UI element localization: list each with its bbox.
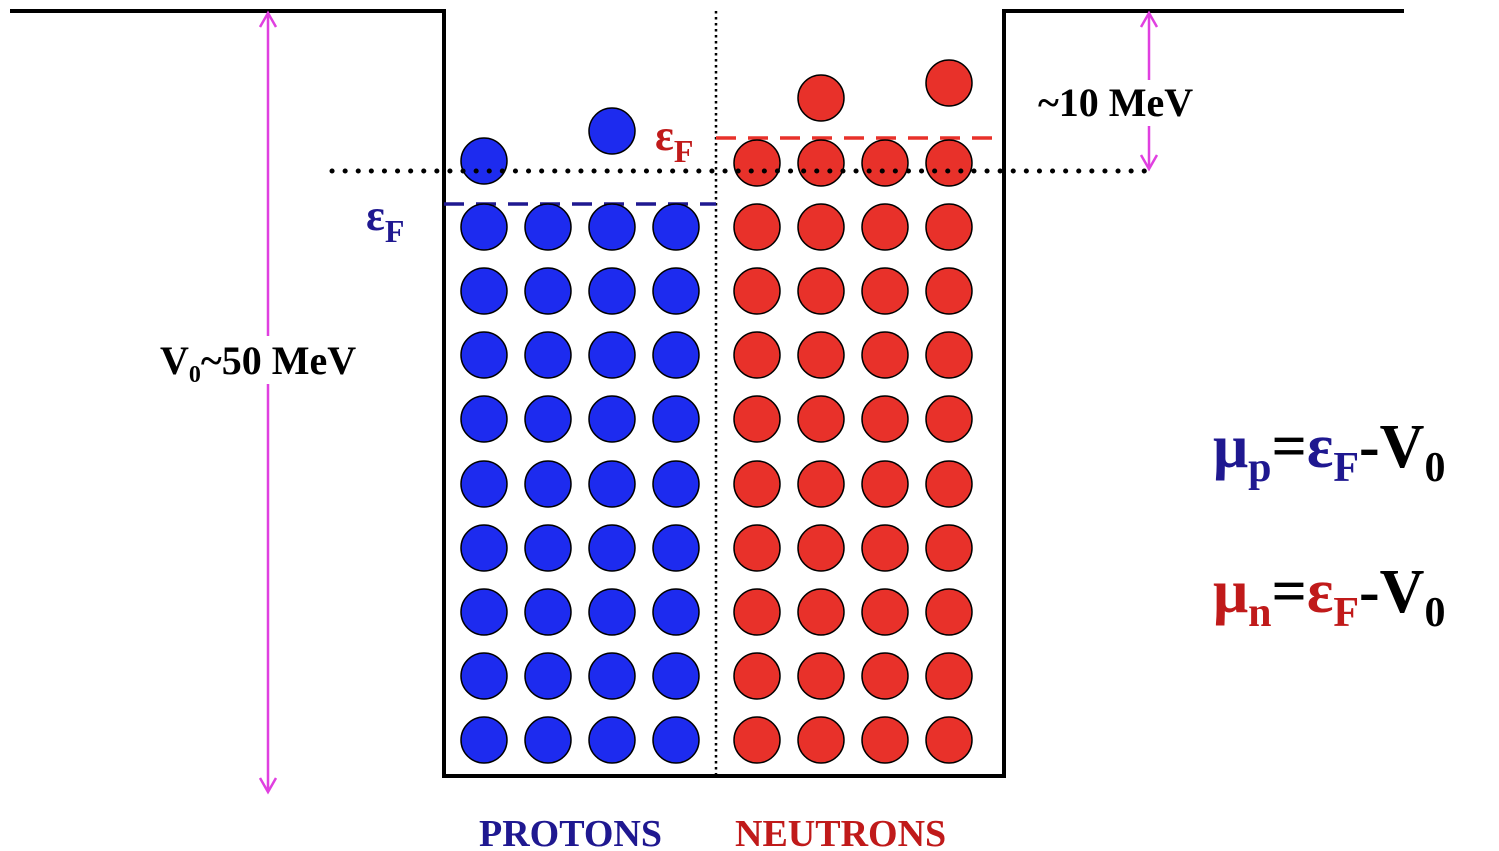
neutron-particle [925, 716, 973, 764]
proton-particle [524, 652, 572, 700]
proton-particle [652, 588, 700, 636]
proton-particles [460, 107, 700, 764]
proton-particle [652, 395, 700, 443]
neutron-particle [861, 588, 909, 636]
neutron-particle [861, 524, 909, 572]
potential-well-outline [10, 9, 1404, 778]
proton-particle [460, 395, 508, 443]
proton-particle [524, 395, 572, 443]
proton-particle [588, 652, 636, 700]
neutron-chemical-potential-equation: μn=εF-V0 [1213, 558, 1445, 636]
neutron-particle [797, 139, 845, 187]
neutron-particle [861, 652, 909, 700]
neutron-particle [733, 203, 781, 251]
neutrons-label: NEUTRONS [735, 813, 946, 851]
neutron-particle [733, 716, 781, 764]
proton-particle [460, 267, 508, 315]
proton-particle [460, 652, 508, 700]
proton-chemical-potential-equation: μp=εF-V0 [1213, 413, 1445, 491]
proton-particle [588, 267, 636, 315]
neutron-particles [733, 59, 973, 764]
proton-particle [588, 716, 636, 764]
neutron-particle [861, 460, 909, 508]
neutron-particle [861, 716, 909, 764]
neutron-particle [733, 588, 781, 636]
proton-particle [460, 588, 508, 636]
protons-label: PROTONS [479, 813, 662, 851]
neutron-particle [797, 331, 845, 379]
neutron-particle [733, 652, 781, 700]
neutron-particle [797, 267, 845, 315]
proton-fermi-label: εF [366, 191, 404, 249]
neutron-fermi-label: εF [655, 111, 693, 169]
proton-particle [460, 716, 508, 764]
proton-particle [588, 588, 636, 636]
neutron-particle [861, 395, 909, 443]
neutron-particle [925, 203, 973, 251]
neutron-particle [797, 652, 845, 700]
neutron-particle [925, 331, 973, 379]
neutron-particle [861, 203, 909, 251]
proton-particle [524, 203, 572, 251]
proton-particle [652, 460, 700, 508]
neutron-particle [797, 460, 845, 508]
proton-particle [460, 203, 508, 251]
neutron-particle [925, 139, 973, 187]
neutron-particle [797, 203, 845, 251]
neutron-particle [861, 139, 909, 187]
neutron-particle [925, 524, 973, 572]
proton-particle [588, 331, 636, 379]
proton-particle [524, 267, 572, 315]
neutron-particle [733, 524, 781, 572]
proton-particle [588, 460, 636, 508]
v0-depth-label: V0~50 MeV [160, 338, 356, 388]
neutron-particle [733, 331, 781, 379]
proton-particle [652, 267, 700, 315]
neutron-particle [861, 331, 909, 379]
proton-particle [460, 331, 508, 379]
proton-particle [524, 716, 572, 764]
neutron-particle [861, 267, 909, 315]
separation-energy-label: ~10 MeV [1038, 80, 1193, 125]
neutron-particle [925, 588, 973, 636]
neutron-particle [733, 395, 781, 443]
proton-particle [652, 331, 700, 379]
proton-particle [652, 524, 700, 572]
neutron-particle [925, 395, 973, 443]
neutron-particle [797, 524, 845, 572]
neutron-particle [797, 716, 845, 764]
excited-proton-particle [460, 137, 508, 185]
proton-particle [524, 524, 572, 572]
proton-particle [652, 716, 700, 764]
neutron-particle [925, 652, 973, 700]
proton-particle [652, 203, 700, 251]
proton-particle [460, 524, 508, 572]
excited-proton-particle [588, 107, 636, 155]
proton-particle [460, 460, 508, 508]
neutron-particle [797, 588, 845, 636]
proton-particle [588, 395, 636, 443]
neutron-particle [925, 460, 973, 508]
proton-particle [524, 588, 572, 636]
proton-particle [524, 460, 572, 508]
proton-particle [588, 203, 636, 251]
v0-depth-arrow [258, 10, 278, 795]
excited-neutron-particle [925, 59, 973, 107]
neutron-particle [797, 395, 845, 443]
proton-particle [588, 524, 636, 572]
excited-neutron-particle [797, 74, 845, 122]
proton-particle [652, 652, 700, 700]
neutron-particle [733, 139, 781, 187]
proton-particle [524, 331, 572, 379]
neutron-particle [925, 267, 973, 315]
neutron-particle [733, 267, 781, 315]
neutron-particle [733, 460, 781, 508]
